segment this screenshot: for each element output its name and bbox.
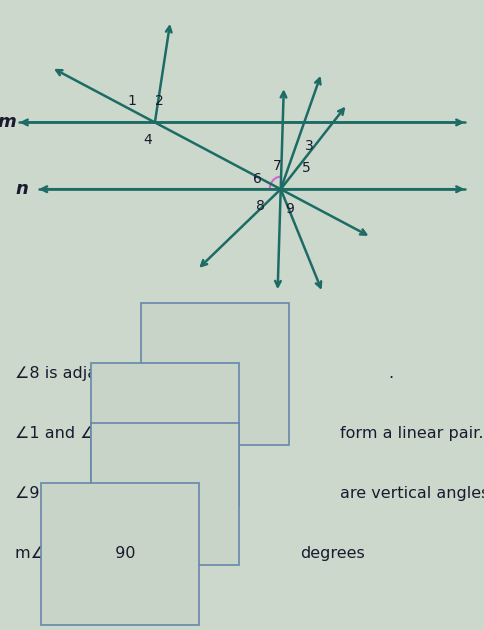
Text: n: n bbox=[15, 180, 28, 198]
Text: .: . bbox=[388, 367, 393, 381]
Text: ∠9 and ∠: ∠9 and ∠ bbox=[15, 486, 94, 501]
Text: degrees: degrees bbox=[300, 546, 365, 561]
Text: 4: 4 bbox=[143, 133, 152, 147]
Text: are vertical angles.: are vertical angles. bbox=[340, 486, 484, 501]
Text: form a linear pair.: form a linear pair. bbox=[340, 427, 484, 442]
Text: 3: 3 bbox=[305, 139, 314, 153]
Text: ∠8 is adjacent to ∠: ∠8 is adjacent to ∠ bbox=[15, 367, 173, 381]
Text: 6: 6 bbox=[253, 172, 262, 186]
Text: m∠9 =: m∠9 = bbox=[15, 546, 74, 561]
Text: ∠1 and ∠: ∠1 and ∠ bbox=[15, 427, 95, 442]
Text: 5: 5 bbox=[302, 161, 310, 175]
Text: 1: 1 bbox=[127, 94, 136, 108]
Text: 2: 2 bbox=[155, 427, 175, 442]
Text: 2: 2 bbox=[155, 94, 164, 108]
Text: m: m bbox=[0, 113, 16, 132]
Text: 7: 7 bbox=[272, 159, 281, 173]
Text: 90: 90 bbox=[105, 546, 136, 561]
Text: 8: 8 bbox=[256, 199, 265, 213]
Text: 9: 9 bbox=[285, 202, 294, 215]
Text: 9: 9 bbox=[205, 367, 226, 381]
Text: 8: 8 bbox=[155, 486, 176, 501]
